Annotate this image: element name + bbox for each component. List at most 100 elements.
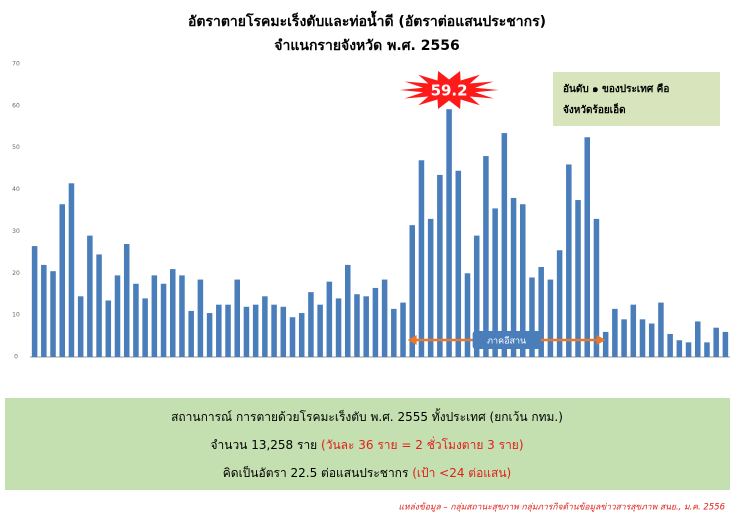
bar bbox=[695, 321, 701, 357]
bar bbox=[381, 279, 388, 357]
bar bbox=[170, 269, 176, 357]
y-tick-label: 10 bbox=[12, 312, 20, 319]
bar bbox=[391, 308, 397, 357]
bar bbox=[77, 296, 84, 357]
bar bbox=[704, 342, 710, 357]
bar bbox=[298, 313, 305, 357]
summary-part: (เป้า <24 ต่อแสน) bbox=[412, 466, 511, 480]
bar bbox=[510, 197, 517, 357]
bar bbox=[584, 137, 590, 357]
note-text: อันดับ ๑ ของประเทศ คือ bbox=[563, 83, 669, 95]
bar bbox=[179, 275, 185, 357]
bar bbox=[206, 313, 213, 357]
note-text: จังหวัดร้อยเอ็ด bbox=[563, 102, 626, 116]
bar bbox=[676, 340, 683, 357]
bar bbox=[455, 170, 462, 357]
bar bbox=[372, 287, 379, 357]
chart-subtitle: จำแนกรายจังหวัด พ.ศ. 2556 bbox=[274, 38, 459, 54]
bar bbox=[142, 298, 148, 357]
bar bbox=[658, 302, 664, 357]
summary-part: จำนวน 13,258 ราย bbox=[210, 438, 321, 452]
y-tick-label: 20 bbox=[12, 270, 20, 277]
bar bbox=[492, 208, 498, 357]
bar bbox=[722, 331, 729, 357]
summary-part: (วันละ 36 ราย = 2 ชั่วโมงตาย 3 ราย) bbox=[321, 436, 524, 452]
bar bbox=[446, 109, 452, 357]
summary-part: คิดเป็นอัตรา 22.5 ต่อแสนประชากร bbox=[223, 465, 412, 480]
bar bbox=[685, 342, 692, 357]
y-tick-label: 70 bbox=[12, 61, 20, 68]
bar bbox=[602, 331, 609, 357]
y-tick-label: 0 bbox=[14, 354, 18, 361]
bar bbox=[363, 296, 369, 357]
bar bbox=[225, 304, 231, 357]
bar bbox=[59, 204, 65, 357]
bar bbox=[648, 323, 655, 357]
bar bbox=[317, 304, 323, 357]
bar bbox=[418, 160, 425, 357]
summary-line: คิดเป็นอัตรา 22.5 ต่อแสนประชากร (เป้า <2… bbox=[223, 465, 512, 480]
arrow-head bbox=[596, 335, 606, 345]
starburst bbox=[399, 71, 499, 109]
arrow-head bbox=[407, 335, 417, 345]
bar bbox=[41, 264, 47, 357]
value-label: 59.2 bbox=[431, 82, 468, 100]
bar bbox=[354, 294, 360, 357]
bar bbox=[630, 304, 637, 357]
bar bbox=[464, 273, 471, 357]
bar bbox=[280, 306, 287, 357]
y-tick-label: 30 bbox=[12, 228, 20, 235]
bar bbox=[68, 183, 75, 357]
bar bbox=[188, 310, 194, 357]
bar bbox=[473, 235, 480, 357]
bar bbox=[713, 327, 719, 357]
chart-title: อัตราตายโรคมะเร็งตับและท่อน้ำดี (อัตราต่… bbox=[188, 10, 546, 30]
bar bbox=[409, 225, 415, 357]
bar bbox=[593, 218, 600, 357]
bar bbox=[667, 333, 673, 357]
bar bbox=[427, 218, 434, 357]
y-tick-label: 50 bbox=[12, 144, 20, 151]
region-label-box bbox=[472, 331, 541, 349]
bar bbox=[308, 292, 314, 357]
summary-panel bbox=[5, 398, 730, 490]
bar bbox=[547, 279, 554, 357]
bar bbox=[566, 164, 572, 357]
bar bbox=[105, 300, 112, 357]
summary-part: สถานการณ์ การตายด้วยโรคมะเร็งตับ พ.ศ. 25… bbox=[171, 408, 563, 424]
summary-line: จำนวน 13,258 ราย (วันละ 36 ราย = 2 ชั่วโ… bbox=[210, 436, 523, 452]
y-tick-label: 60 bbox=[12, 102, 20, 109]
bar bbox=[556, 250, 563, 357]
bar bbox=[31, 246, 38, 357]
bar bbox=[326, 281, 333, 357]
source: แหล่งข้อมูล – กลุ่มสถานะสุขภาพ กลุ่มภารก… bbox=[399, 502, 726, 513]
bar bbox=[50, 271, 56, 357]
bar bbox=[252, 304, 259, 357]
bar bbox=[400, 302, 406, 357]
region-label: ภาคอีสาน bbox=[487, 336, 526, 347]
bar bbox=[197, 279, 204, 357]
bar bbox=[96, 254, 102, 357]
bar bbox=[114, 275, 121, 357]
bar bbox=[612, 308, 618, 357]
bar bbox=[87, 235, 93, 357]
bar bbox=[345, 264, 351, 357]
bar bbox=[639, 319, 646, 357]
bar bbox=[133, 283, 139, 357]
summary-line: สถานการณ์ การตายด้วยโรคมะเร็งตับ พ.ศ. 25… bbox=[171, 408, 563, 424]
bar bbox=[271, 304, 277, 357]
bar bbox=[529, 277, 535, 357]
note-box bbox=[553, 72, 720, 126]
bar bbox=[575, 200, 581, 357]
bar bbox=[520, 204, 526, 357]
bar bbox=[538, 267, 544, 357]
bar bbox=[289, 317, 296, 357]
bar bbox=[483, 156, 489, 357]
bar bbox=[234, 279, 240, 357]
bar bbox=[160, 283, 167, 357]
bar bbox=[335, 298, 342, 357]
bar bbox=[243, 306, 250, 357]
bar bbox=[437, 174, 443, 357]
bar bbox=[501, 133, 508, 357]
